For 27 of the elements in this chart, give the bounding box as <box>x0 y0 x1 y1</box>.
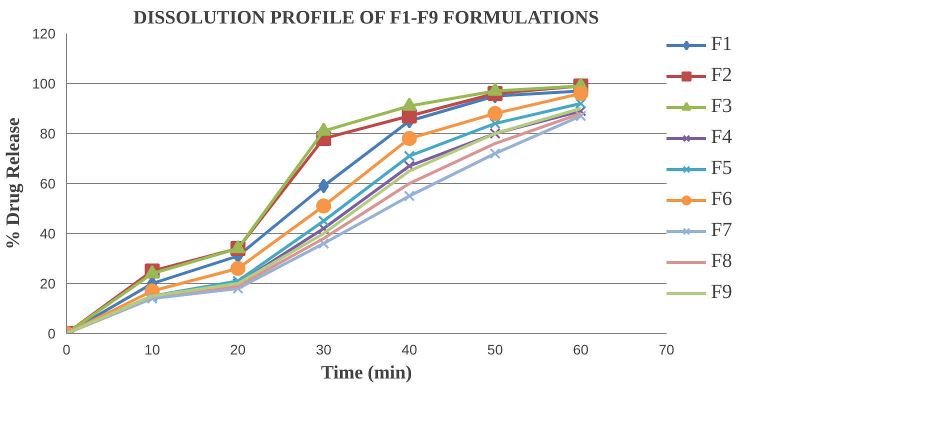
y-tick-label: 20 <box>40 276 56 292</box>
y-tick-label: 120 <box>32 26 56 42</box>
x-axis-title: Time (min) <box>321 362 412 384</box>
legend-label: F3 <box>711 95 734 118</box>
legend-label: F9 <box>711 281 734 304</box>
y-tick-label: 80 <box>40 126 56 142</box>
legend-label: F4 <box>711 126 734 149</box>
x-tick-label: 70 <box>658 342 674 358</box>
legend-label: F2 <box>711 64 734 87</box>
x-tick-label: 50 <box>487 342 504 358</box>
chart-title: DISSOLUTION PROFILE OF F1-F9 FORMULATIONS <box>133 8 599 28</box>
y-tick-label: 40 <box>40 226 56 242</box>
x-tick-label: 10 <box>144 342 160 358</box>
legend-label: F5 <box>711 157 734 180</box>
y-axis-title: % Drug Release <box>3 118 24 250</box>
x-tick-label: 20 <box>230 342 246 358</box>
y-tick-label: 0 <box>48 326 56 342</box>
x-tick-label: 40 <box>402 342 418 358</box>
legend-label: F7 <box>711 219 734 242</box>
x-tick-label: 0 <box>62 342 71 358</box>
y-tick-label: 100 <box>32 76 56 92</box>
legend-label: F8 <box>711 250 734 273</box>
x-tick-label: 60 <box>573 342 589 358</box>
legend-label: F1 <box>711 33 734 56</box>
x-tick-label: 30 <box>316 342 332 358</box>
legend-label: F6 <box>711 188 734 211</box>
y-tick-label: 60 <box>40 176 56 192</box>
